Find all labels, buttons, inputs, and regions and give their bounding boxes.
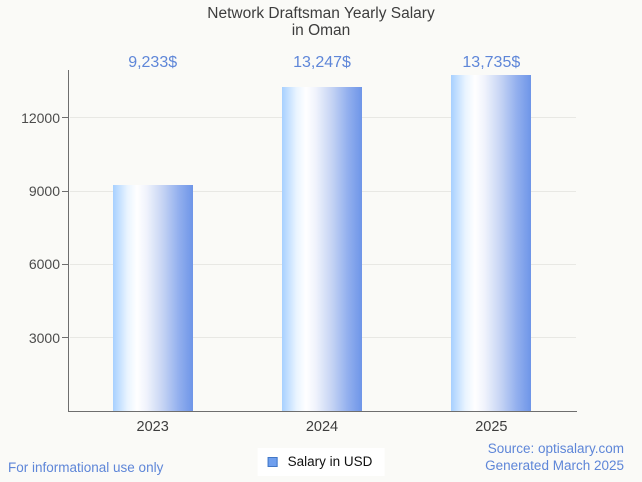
value-label-2024: 13,247$ [293,54,351,71]
y-axis-label-6000: 6000 [28,256,60,273]
generated-line: Generated March 2025 [485,457,624,473]
legend-label: Salary in USD [287,454,373,469]
bar-2025 [451,75,532,411]
y-tick-12000 [62,117,68,119]
source-line: Source: optisalary.com [487,441,624,456]
y-tick-6000 [62,263,68,265]
bar-2023 [112,185,193,411]
chart-title: Network Draftsman Yearly Salary in Oman [0,5,642,39]
value-label-2025: 13,735$ [462,54,521,71]
x-axis-label-2023: 2023 [136,419,169,435]
bar-2024 [282,87,362,411]
y-axis-label-12000: 12000 [21,109,60,126]
legend-swatch-icon [267,456,278,467]
disclaimer-note: For informational use only [8,460,164,475]
y-axis-line [68,70,69,411]
x-axis-label-2024: 2024 [305,419,339,435]
y-axis-label-9000: 9000 [28,183,60,199]
x-axis-line [68,410,577,412]
x-axis-label-2025: 2025 [475,419,508,435]
value-label-2023: 9,233$ [128,54,178,71]
chart-legend: Salary in USD [257,448,385,476]
y-tick-9000 [62,190,68,192]
source-attribution: Source: optisalary.com Generated March 2… [485,441,624,474]
y-tick-3000 [62,337,68,339]
y-axis-label-3000: 3000 [28,329,60,346]
chart-title-line2: in Oman [291,22,351,39]
chart-title-line1: Network Draftsman Yearly Salary [207,5,435,22]
